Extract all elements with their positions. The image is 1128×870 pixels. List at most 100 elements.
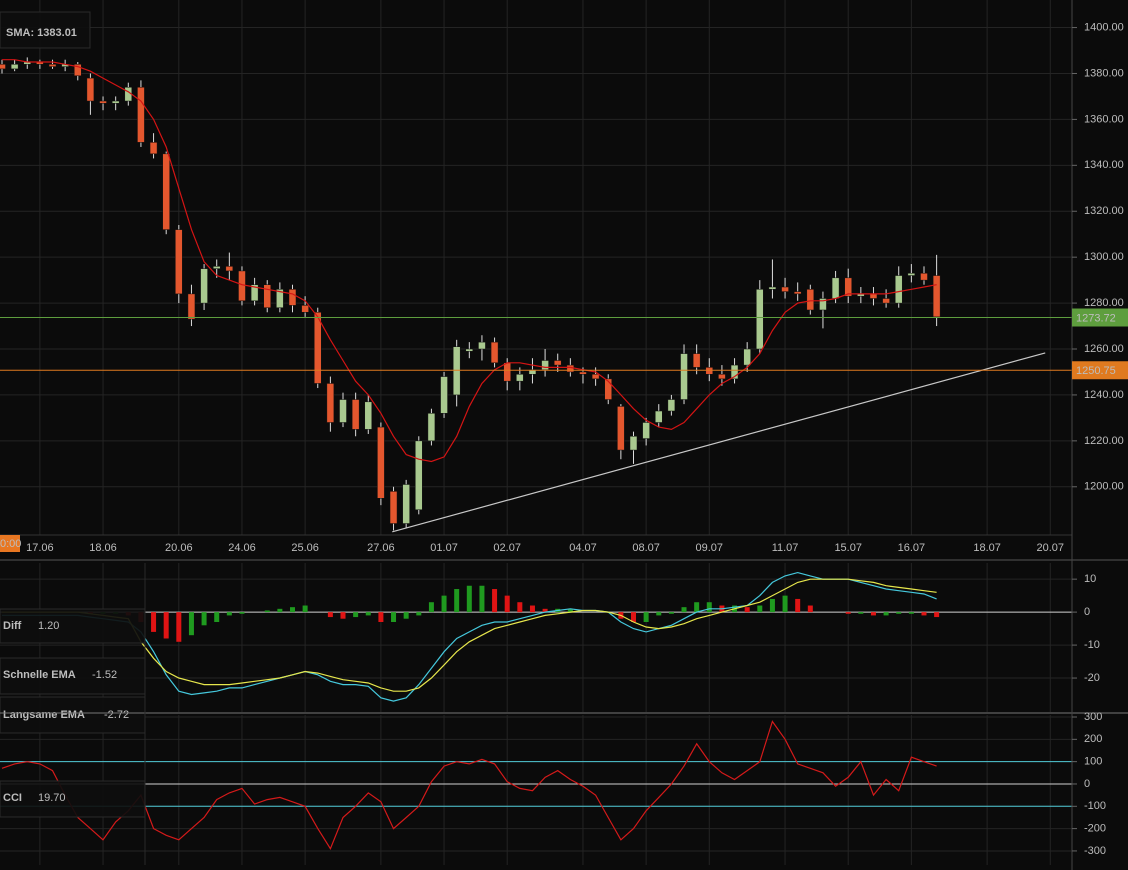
- candle-body: [819, 298, 827, 311]
- histogram-bar: [807, 605, 813, 613]
- sma-line: [2, 59, 937, 463]
- histogram-bar: [529, 605, 535, 613]
- legend-value: -2.72: [104, 709, 129, 721]
- histogram-bar: [327, 612, 333, 618]
- candle-body: [452, 346, 461, 396]
- histogram-bar: [201, 612, 207, 626]
- x-tick-label: 16.07: [898, 542, 926, 554]
- y-tick-label: 1280.00: [1084, 297, 1124, 309]
- candle-body: [0, 64, 6, 70]
- candle-body: [617, 406, 625, 451]
- x-tick-label: 27.06: [367, 542, 395, 554]
- candle-body: [276, 289, 284, 308]
- y-tick-label: 1200.00: [1084, 481, 1124, 493]
- candle-body: [301, 305, 309, 313]
- plot: [0, 57, 1072, 851]
- candle-body: [402, 484, 410, 524]
- histogram-bar: [188, 612, 194, 636]
- price-tag: [1072, 361, 1128, 380]
- candle-body: [831, 277, 840, 299]
- candle-body: [869, 293, 878, 299]
- candle-body: [111, 100, 120, 104]
- histogram-bar: [908, 612, 914, 614]
- cursor-label: 0:00: [0, 538, 21, 550]
- legend-name: SMA: 1383.01: [6, 27, 77, 39]
- histogram-bar: [542, 608, 548, 613]
- x-tick-label: 09.07: [696, 542, 724, 554]
- histogram-bar: [302, 605, 308, 613]
- candle-body: [591, 374, 600, 380]
- candle-body: [162, 153, 170, 230]
- candle-body: [629, 436, 638, 451]
- legend-name: Diff: [3, 620, 22, 632]
- y-tick-label: 1240.00: [1084, 389, 1124, 401]
- candle-body: [705, 367, 714, 375]
- candle-body: [655, 410, 663, 423]
- histogram-bar: [782, 595, 788, 613]
- candle-body: [10, 64, 19, 70]
- y-tick-label: 1380.00: [1084, 67, 1124, 79]
- candle-body: [490, 341, 499, 364]
- legend-value: 1.20: [38, 620, 59, 632]
- candle-body: [604, 378, 612, 400]
- candle-body: [768, 286, 777, 290]
- y-tick-label: -10: [1084, 639, 1100, 651]
- y-tick-label: 1320.00: [1084, 205, 1124, 217]
- histogram-bar: [896, 612, 902, 614]
- histogram-bar: [239, 612, 245, 614]
- x-tick-label: 04.07: [569, 542, 597, 554]
- candle-body: [212, 266, 221, 269]
- y-tick-label: 1400.00: [1084, 21, 1124, 33]
- histogram-bar: [479, 585, 485, 613]
- legend-name: Langsame EMA: [3, 709, 85, 721]
- histogram-bar: [403, 612, 409, 619]
- histogram-bar: [214, 612, 220, 623]
- candle-body: [920, 272, 928, 281]
- x-tick-label: 11.07: [772, 542, 799, 554]
- x-tick-label: 02.07: [493, 542, 521, 554]
- candle-body: [314, 312, 322, 384]
- candle-body: [225, 266, 234, 272]
- y-tick-label: 1220.00: [1084, 435, 1124, 447]
- histogram-bar: [226, 612, 232, 616]
- histogram-bar: [353, 612, 359, 618]
- legend-name: CCI: [3, 792, 22, 804]
- candle-body: [48, 64, 57, 67]
- histogram-bar: [277, 608, 283, 613]
- candle-body: [137, 87, 145, 143]
- x-tick-label: 18.06: [89, 542, 117, 554]
- candle-body: [238, 270, 246, 302]
- y-tick-label: 0: [1084, 606, 1090, 618]
- x-tick-label: 24.06: [228, 542, 256, 554]
- histogram-bar: [504, 595, 510, 613]
- histogram-bar: [858, 612, 864, 614]
- y-tick-label: 100: [1084, 756, 1102, 768]
- histogram-bar: [378, 612, 384, 623]
- candle-body: [781, 286, 789, 292]
- histogram-bar: [668, 612, 674, 614]
- histogram-bar: [391, 612, 397, 623]
- candle-body: [516, 374, 524, 382]
- candle-body: [339, 399, 347, 423]
- price-tag-label: 1250.75: [1076, 365, 1116, 377]
- x-tick-label: 01.07: [430, 542, 458, 554]
- x-tick-label: 08.07: [632, 542, 660, 554]
- candle-body: [200, 268, 208, 304]
- candle-body: [793, 291, 802, 295]
- candle-body: [187, 293, 196, 320]
- candle-body: [478, 341, 486, 350]
- y-tick-label: 1340.00: [1084, 159, 1124, 171]
- histogram-bar: [934, 612, 940, 618]
- candle-body: [427, 413, 436, 442]
- candle-body: [440, 376, 448, 414]
- candle-body: [882, 298, 890, 304]
- candle-body: [692, 353, 701, 368]
- candle-body: [541, 360, 549, 370]
- y-tick-label: 1260.00: [1084, 343, 1124, 355]
- histogram-bar: [795, 598, 801, 613]
- candle-body: [288, 289, 297, 306]
- legend-value: -1.52: [92, 669, 117, 681]
- histogram-bar: [631, 612, 636, 623]
- histogram-bar: [176, 612, 182, 642]
